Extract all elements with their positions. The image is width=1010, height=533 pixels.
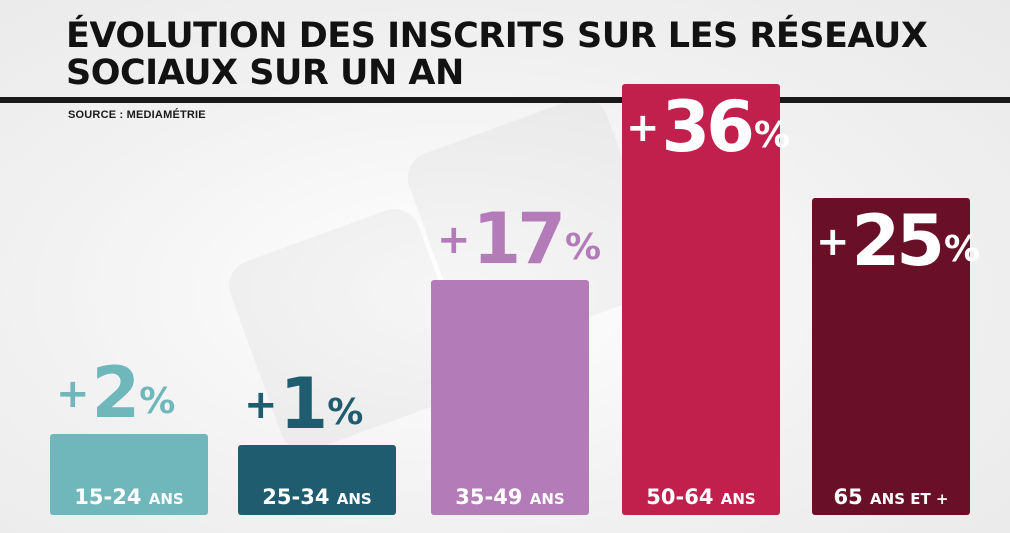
category-label: 25-34 ANS — [238, 485, 396, 509]
category-label-unit: ANS — [336, 490, 372, 508]
category-label: 65 ANS ET + — [812, 485, 970, 509]
value-number: 17 — [472, 197, 566, 280]
category-label-main: 50-64 — [646, 485, 721, 509]
value-label: +2% — [56, 352, 175, 434]
category-label-unit: ANS — [720, 490, 756, 508]
value-plus: + — [816, 218, 850, 265]
value-number: 25 — [851, 199, 945, 282]
value-plus: + — [56, 371, 90, 418]
category-label: 15-24 ANS — [50, 485, 208, 509]
bar-2: 25-34 ANS — [238, 444, 396, 515]
header-divider — [0, 97, 1010, 103]
category-label-main: 35-49 — [455, 485, 530, 509]
bar-4: 50-64 ANS — [622, 84, 780, 515]
value-unit: % — [327, 391, 364, 433]
category-label-unit: ANS — [148, 490, 184, 508]
value-label: +25% — [816, 200, 980, 282]
value-plus: + — [626, 105, 660, 152]
source-note: SOURCE : MEDIAMÉTRIE — [68, 109, 206, 121]
category-label-unit: ANS ET + — [870, 490, 949, 508]
category-label-main: 15-24 — [74, 485, 149, 509]
value-number: 36 — [661, 86, 755, 169]
value-number: 1 — [279, 362, 329, 445]
bar-3: 35-49 ANS — [431, 279, 589, 515]
bar-5: 65 ANS ET + — [812, 197, 970, 515]
value-unit: % — [753, 115, 791, 157]
value-unit: % — [139, 381, 176, 423]
value-number: 2 — [91, 352, 141, 435]
category-label: 50-64 ANS — [622, 485, 780, 509]
value-plus: + — [437, 216, 471, 263]
category-label-main: 25-34 — [262, 485, 337, 509]
category-label: 35-49 ANS — [431, 485, 589, 509]
category-label-main: 65 — [833, 485, 871, 509]
value-unit: % — [943, 228, 981, 270]
value-label: +36% — [626, 86, 790, 168]
value-label: +1% — [244, 363, 363, 445]
category-label-unit: ANS — [529, 490, 565, 508]
value-unit: % — [564, 226, 602, 268]
value-plus: + — [244, 381, 278, 428]
page-title: ÉVOLUTION DES INSCRITS SUR LES RÉSEAUX S… — [66, 16, 928, 93]
bar-1: 15-24 ANS — [50, 434, 208, 515]
value-label: +17% — [437, 198, 601, 280]
